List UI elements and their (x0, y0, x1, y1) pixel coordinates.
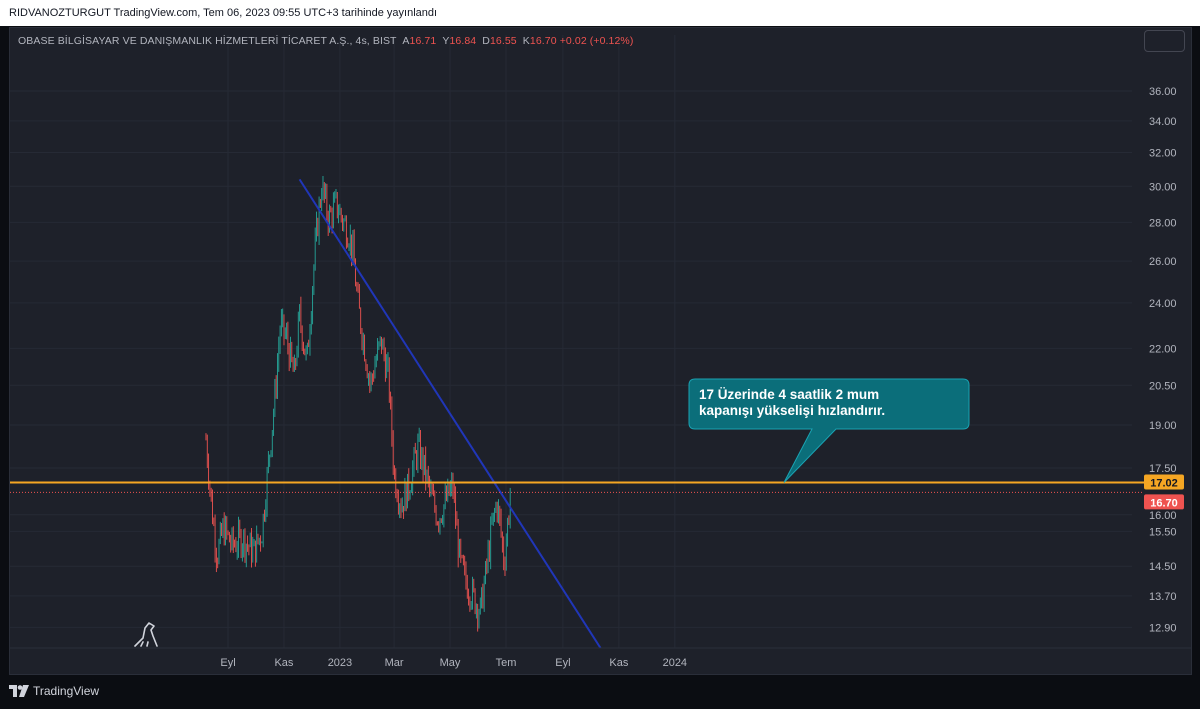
y-tick-label: 22.00 (1149, 343, 1177, 355)
price-label-bg (1144, 494, 1184, 510)
close-value: 16.70 (529, 35, 557, 47)
x-axis[interactable]: Eyl Kas 2023 Mar May Tem Eyl Kas 2024 (10, 647, 1191, 669)
y-tick-label: 20.50 (1149, 380, 1177, 392)
y-tick-label: 34.00 (1149, 116, 1177, 128)
y-tick-label: 24.00 (1149, 298, 1177, 310)
dino-icon (134, 622, 158, 647)
chart-widget-box[interactable] (1144, 30, 1185, 52)
price-labels: 17.02 16.70 (1144, 474, 1184, 510)
y-tick-label: 16.00 (1149, 510, 1177, 522)
x-tick-label: May (440, 657, 461, 669)
y-tick-label: 14.50 (1149, 561, 1177, 573)
high-label: Y (442, 35, 450, 47)
open-label: A (402, 35, 410, 47)
y-tick-label: 17.50 (1149, 463, 1177, 475)
annotation-text: 17 Üzerinde 4 saatlik 2 mum kapanışı yüks… (699, 387, 885, 418)
x-tick-label: Kas (609, 657, 628, 669)
x-tick-label: 2024 (663, 657, 687, 669)
published-bar: RIDVANOZTURGUT TradingView.com, Tem 06, … (0, 0, 1200, 26)
symbol-legend: OBASE BİLGİSAYAR VE DANIŞMANLIK HİZMETLE… (18, 35, 633, 47)
price-label: 16.70 (1150, 497, 1178, 509)
y-tick-label: 32.00 (1149, 148, 1177, 160)
x-tick-label: Eyl (220, 657, 235, 669)
annotation-callout[interactable]: 17 Üzerinde 4 saatlik 2 mum kapanışı yüks… (688, 378, 970, 483)
price-label: 17.02 (1150, 477, 1178, 489)
y-tick-label: 36.00 (1149, 86, 1177, 98)
annotation-line: kapanışı yükselişi hızlandırır. (699, 403, 885, 418)
y-tick-label: 12.90 (1149, 622, 1177, 634)
open-value: 16.71 (409, 35, 437, 47)
published-text: RIDVANOZTURGUT TradingView.com, Tem 06, … (9, 7, 438, 19)
candles (205, 176, 511, 632)
x-tick-label: Kas (274, 657, 293, 669)
tradingview-brand: TradingView (33, 684, 100, 698)
y-tick-label: 26.00 (1149, 256, 1177, 268)
grid (10, 35, 1132, 648)
price-label-bg (1144, 474, 1184, 490)
x-tick-label: Eyl (555, 657, 570, 669)
annotation-bubble[interactable] (688, 378, 970, 483)
y-tick-label: 15.50 (1149, 526, 1177, 538)
y-tick-label: 30.00 (1149, 181, 1177, 193)
close-label: K (522, 35, 530, 47)
x-tick-label: 2023 (328, 657, 352, 669)
trendline[interactable] (298, 178, 602, 649)
tradingview-logo-icon (9, 685, 29, 697)
x-tick-label: Tem (496, 657, 517, 669)
y-tick-label: 19.00 (1149, 420, 1177, 432)
change-value: +0.02 (+0.12%) (559, 35, 634, 47)
low-value: 16.55 (489, 35, 517, 47)
tradingview-footer[interactable]: TradingView (9, 684, 99, 698)
chart-panel (9, 27, 1192, 675)
low-label: D (482, 35, 490, 47)
annotation-line: 17 Üzerinde 4 saatlik 2 mum (699, 387, 879, 402)
y-axis[interactable]: 36.00 34.00 32.00 30.00 28.00 26.00 24.00 22.00… (1149, 86, 1177, 634)
y-tick-label: 28.00 (1149, 217, 1177, 229)
symbol-name: OBASE BİLGİSAYAR VE DANIŞMANLIK HİZMETLE… (18, 35, 397, 47)
x-tick-label: Mar (385, 657, 404, 669)
high-value: 16.84 (449, 35, 477, 47)
y-tick-label: 13.70 (1149, 591, 1177, 603)
